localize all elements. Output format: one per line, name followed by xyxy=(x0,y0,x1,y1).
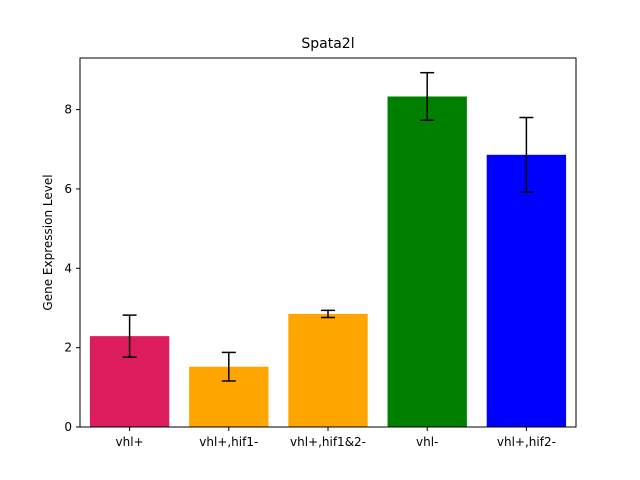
y-tick-label: 4 xyxy=(64,261,72,275)
y-tick-label: 8 xyxy=(64,103,72,117)
y-axis-label: Gene Expression Level xyxy=(41,174,55,310)
chart-title: Spata2l xyxy=(301,36,354,52)
x-axis-ticks: vhl+ vhl+,hif1- vhl+,hif1&2- vhl-vhl+,hif2- xyxy=(116,427,556,449)
bars-layer xyxy=(89,96,567,428)
bar-3 xyxy=(387,96,467,428)
error-bar-0 xyxy=(122,314,137,358)
x-tick-label: vhl+ xyxy=(116,435,144,449)
error-bar-2 xyxy=(321,309,335,319)
bar-4 xyxy=(486,154,567,427)
error-bar-4 xyxy=(519,116,534,193)
bar-2 xyxy=(288,313,368,427)
error-bars-layer xyxy=(122,71,534,382)
x-tick-label: vhl+,hif2- xyxy=(497,435,556,449)
x-tick-label: vhl+,hif1- xyxy=(199,435,258,449)
error-bar-3 xyxy=(420,71,435,122)
y-tick-label: 2 xyxy=(64,341,72,355)
x-tick-label: vhl+,hif1&2- xyxy=(290,435,366,449)
y-tick-label: 6 xyxy=(64,182,72,196)
x-tick-label: vhl- xyxy=(416,435,438,449)
y-axis-ticks: 0 2 4 6 8 xyxy=(64,103,80,434)
y-tick-label: 0 xyxy=(64,420,72,434)
error-bar-1 xyxy=(221,351,236,382)
